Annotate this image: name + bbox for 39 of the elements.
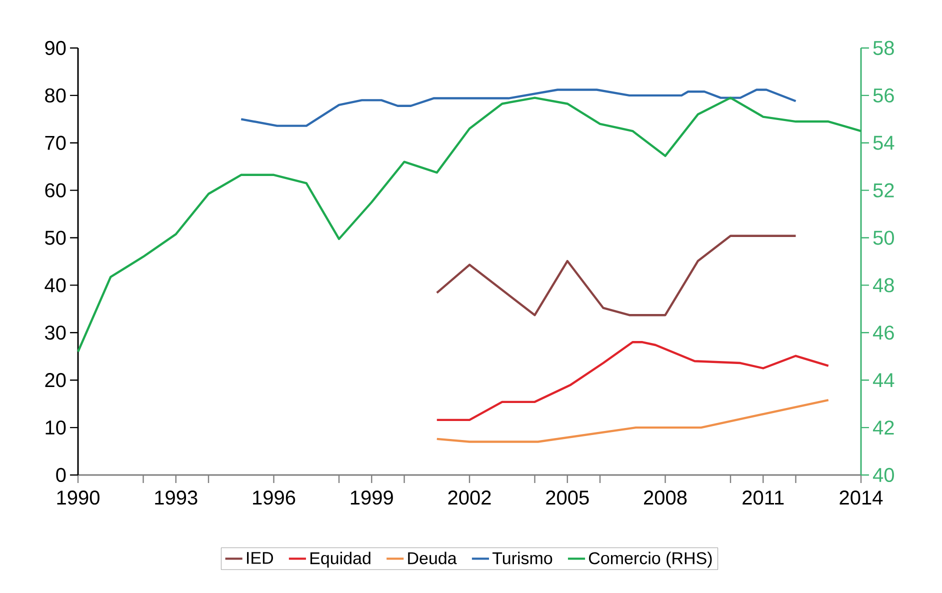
y2-tick-label: 52 xyxy=(873,183,894,198)
y2-tick-label: 40 xyxy=(872,468,894,482)
line-series xyxy=(436,341,830,422)
line-series xyxy=(240,88,797,127)
y2-tick-label: 50 xyxy=(873,230,894,245)
x-tick-label: 1990 xyxy=(57,490,100,505)
y-tick-label: 30 xyxy=(45,326,66,340)
y2-tick-label: 44 xyxy=(872,373,894,387)
x-tick-label: 2002 xyxy=(448,490,491,505)
y-tick-label: 60 xyxy=(45,183,66,198)
x-tick-label: 1996 xyxy=(253,490,296,505)
y-tick-label: 20 xyxy=(45,373,66,388)
y2-tick-label: 46 xyxy=(872,326,894,340)
y-tick-label: 90 xyxy=(45,40,66,56)
legend-label: Comercio (RHS) xyxy=(588,552,712,568)
y-tick-label: 10 xyxy=(46,420,66,435)
x-tick-label: 2011 xyxy=(742,490,784,505)
x-tick-label: 2014 xyxy=(840,490,883,505)
y-tick-label: 0 xyxy=(56,468,66,482)
x-tick-label: 2005 xyxy=(546,490,589,505)
legend-label: Turismo xyxy=(492,552,552,564)
legend-label: IED xyxy=(247,552,273,564)
y2-tick-label: 48 xyxy=(872,278,894,292)
y2-tick-label: 58 xyxy=(873,40,894,56)
legend-label: Equidad xyxy=(310,552,370,568)
y-tick-label: 50 xyxy=(45,230,66,245)
line-series xyxy=(436,398,830,443)
y2-tick-label: 42 xyxy=(872,420,894,435)
x-tick-label: 2008 xyxy=(644,490,687,505)
x-tick-label: 1999 xyxy=(350,490,393,505)
y-tick-label: 80 xyxy=(45,88,66,103)
line-series xyxy=(76,96,862,353)
y2-tick-label: 56 xyxy=(873,88,894,103)
y2-tick-label: 54 xyxy=(873,136,894,150)
legend-label: Deuda xyxy=(408,552,457,564)
x-tick-label: 1993 xyxy=(155,490,198,505)
line-series xyxy=(436,234,797,316)
y-tick-label: 70 xyxy=(45,136,66,150)
y-tick-label: 40 xyxy=(44,278,66,292)
